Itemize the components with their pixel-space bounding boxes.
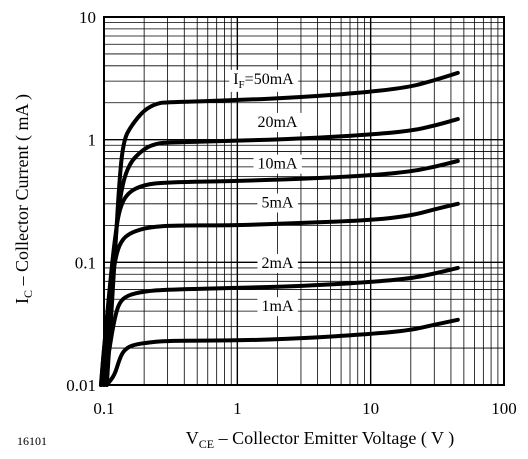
- x-tick-label: 1: [233, 399, 242, 418]
- y-tick-labels: 0.01 0.1 1 10: [66, 8, 96, 395]
- y-tick-label: 0.1: [75, 253, 96, 272]
- y-tick-label: 0.01: [66, 376, 96, 395]
- curve-label: IF=50mA: [233, 71, 294, 91]
- x-axis-label: VCE – Collector Emitter Voltage ( V ): [186, 428, 454, 451]
- y-axis-label: IC – Collector Current ( mA ): [12, 94, 35, 304]
- curve-label: 2mA: [261, 255, 293, 272]
- x-tick-labels: 0.1 1 10 100: [93, 399, 516, 418]
- curve-label-background: [229, 69, 299, 92]
- x-tick-label: 100: [491, 399, 517, 418]
- x-tick-label: 10: [362, 399, 379, 418]
- curve-label: 1mA: [261, 298, 293, 315]
- plot-frame: [103, 16, 505, 386]
- curve-label-background: [257, 253, 298, 273]
- curve-1ma: [104, 317, 460, 387]
- curve-label-background: [257, 297, 298, 317]
- curve-if-50ma: [104, 70, 460, 387]
- curves: [99, 70, 460, 387]
- curve-labels: 1mA 2mA 5mA 10mA 20mA IF=50mA: [229, 69, 302, 317]
- curve-10ma: [99, 159, 460, 387]
- y-tick-label: 10: [79, 8, 96, 27]
- curve-label: 20mA: [257, 114, 297, 131]
- curve-label-background: [253, 112, 302, 132]
- curve-label: 5mA: [261, 194, 293, 211]
- curve-label: 10mA: [257, 156, 297, 173]
- x-tick-label: 0.1: [93, 399, 114, 418]
- grid-major: [103, 16, 505, 386]
- y-tick-label: 1: [88, 131, 97, 150]
- grid-minor: [104, 17, 504, 385]
- curve-label-background: [253, 154, 302, 174]
- figure-id: 16101: [17, 434, 47, 448]
- curve-5ma: [99, 201, 460, 387]
- curve-label-background: [257, 193, 298, 213]
